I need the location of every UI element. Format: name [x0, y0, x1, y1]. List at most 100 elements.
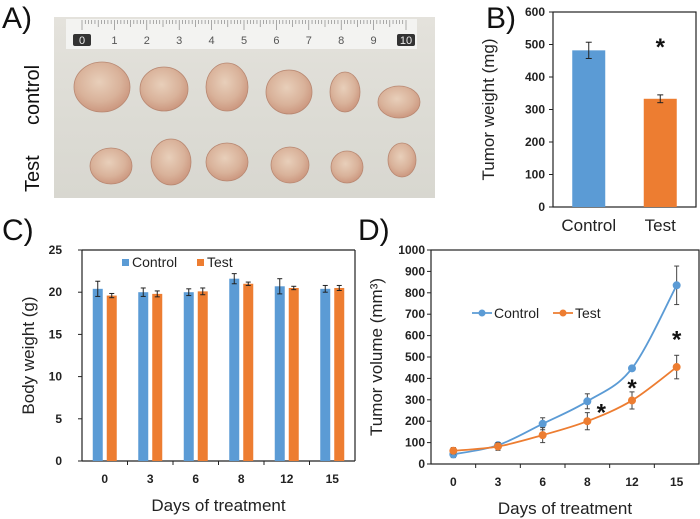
bar-test — [288, 287, 299, 461]
x-tick-label: 15 — [670, 475, 684, 489]
x-tick-label: 0 — [450, 475, 457, 489]
data-point-control — [672, 281, 681, 290]
bar-test — [643, 98, 677, 207]
series-line-test — [453, 366, 678, 452]
ruler-label: 2 — [144, 35, 150, 47]
x-tick-label: 12 — [625, 475, 639, 489]
photo-canvas: 0 1 2 3 4 5 6 7 8 9 10 — [66, 19, 421, 186]
significance-star: * — [672, 327, 682, 354]
tumor-test — [330, 150, 364, 184]
x-tick-label: 3 — [495, 475, 502, 489]
y-tick-label: 0 — [55, 454, 62, 468]
tumor-control — [139, 66, 189, 112]
y-tick-label: 100 — [405, 436, 425, 450]
ruler-label: 6 — [273, 35, 279, 47]
bar-control — [229, 278, 240, 461]
ruler-label: 0 — [79, 35, 85, 47]
x-tick-label: Test — [645, 216, 676, 235]
chart-tumor-weight: 0 100 200 300 400 500 600 Control Test * Tumor wei… — [479, 5, 697, 235]
y-tick-label: 800 — [405, 286, 425, 300]
tumor-test — [89, 147, 133, 185]
bar-test — [334, 287, 345, 461]
tumor-control — [265, 69, 313, 115]
data-point-control — [583, 397, 592, 406]
significance-star: * — [656, 34, 666, 61]
data-point-test — [583, 417, 592, 426]
tumor-control — [377, 85, 421, 119]
plot-frame — [430, 249, 700, 465]
y-tick-label: 200 — [405, 414, 425, 428]
ruler-label-box — [73, 34, 91, 46]
ruler-label: 8 — [338, 35, 344, 47]
ruler-label: 9 — [371, 35, 377, 47]
chart-tumor-volume: 0 100 200 300 400 500 600 700 800 900 1000 0 3 6 8 12 15… — [367, 243, 700, 518]
y-tick-label: 0 — [418, 457, 425, 471]
tumor-test — [150, 138, 192, 186]
y-tick-label: 0 — [538, 200, 545, 214]
ruler-label: 1 — [111, 35, 117, 47]
y-tick-label: 400 — [525, 70, 545, 84]
x-tick-label: 15 — [326, 472, 340, 486]
bar-test — [152, 293, 163, 461]
panel-label-a: A) — [2, 2, 32, 35]
y-tick-label: 700 — [405, 307, 425, 321]
legend-label: Test — [575, 305, 601, 321]
ruler-label: 7 — [306, 35, 312, 47]
bar-test — [197, 291, 208, 461]
tumor-control — [329, 71, 361, 113]
panel-label-b: B) — [486, 2, 516, 35]
ruler-label: 4 — [209, 35, 215, 47]
legend-marker — [559, 309, 567, 317]
legend-marker — [478, 309, 486, 317]
bar-control — [138, 292, 149, 461]
y-tick-label: 5 — [55, 412, 62, 426]
tumor-test — [387, 142, 417, 178]
y-tick-label: 500 — [405, 350, 425, 364]
y-axis-title: Tumor volume (mm³) — [367, 278, 386, 436]
y-tick-label: 15 — [49, 327, 63, 341]
x-tick-label: 8 — [584, 475, 591, 489]
data-point-test — [672, 363, 681, 372]
y-tick-label: 20 — [49, 285, 63, 299]
data-point-control — [538, 419, 547, 428]
x-tick-label: 6 — [192, 472, 199, 486]
legend-label: Test — [207, 254, 233, 270]
x-tick-label: 12 — [280, 472, 294, 486]
y-tick-label: 500 — [525, 38, 545, 52]
y-tick-label: 200 — [525, 135, 545, 149]
bar-test — [243, 283, 254, 461]
legend-swatch — [122, 259, 129, 266]
significance-star: * — [627, 375, 637, 402]
y-axis-title: Tumor weight (mg) — [479, 38, 498, 180]
x-tick-label: 8 — [238, 472, 245, 486]
x-tick-label: 0 — [101, 472, 108, 486]
bar-control — [572, 50, 606, 207]
x-axis-title: Days of treatment — [151, 496, 285, 515]
row-label-test: Test — [22, 155, 44, 192]
x-tick-label: Control — [561, 216, 616, 235]
data-point-test — [494, 442, 502, 451]
bar-control — [183, 292, 194, 461]
significance-star: * — [597, 399, 607, 426]
panel-label-d: D) — [358, 214, 390, 247]
y-tick-label: 300 — [405, 393, 425, 407]
row-label-control: control — [22, 64, 44, 125]
y-tick-label: 25 — [49, 243, 63, 257]
y-tick-label: 600 — [405, 329, 425, 343]
y-tick-label: 900 — [405, 264, 425, 278]
y-tick-label: 10 — [49, 370, 63, 384]
x-tick-label: 3 — [147, 472, 154, 486]
tumor-test — [270, 146, 310, 184]
panel-label-c: C) — [2, 214, 34, 247]
y-tick-label: 600 — [525, 5, 545, 19]
tumor-test — [205, 142, 249, 182]
bar-test — [106, 295, 117, 461]
tumor-control — [73, 61, 131, 113]
tumor-control — [205, 62, 249, 112]
ruler-label: 10 — [400, 35, 412, 47]
ruler-body — [66, 19, 417, 49]
y-tick-label: 300 — [525, 103, 545, 117]
y-tick-label: 400 — [405, 371, 425, 385]
ruler: 0 1 2 3 4 5 6 7 8 9 10 — [66, 19, 417, 49]
data-point-test — [628, 396, 636, 405]
